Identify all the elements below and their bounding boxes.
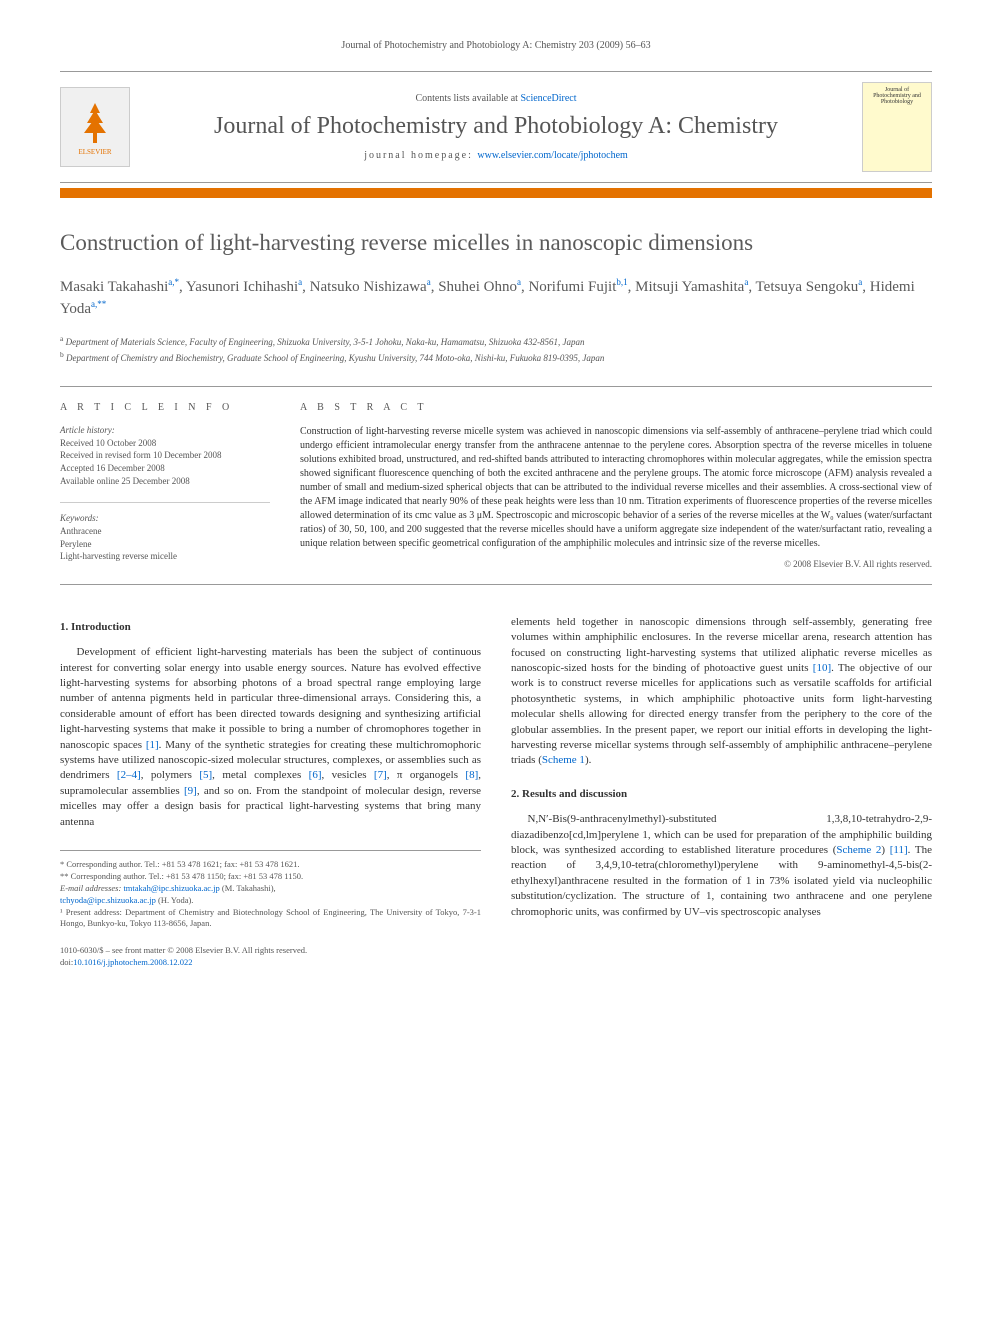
front-matter: 1010-6030/$ – see front matter © 2008 El… [60, 945, 481, 957]
authors-list: Masaki Takahashia,*, Yasunori Ichihashia… [60, 276, 932, 321]
ref-link-1[interactable]: [1] [146, 739, 159, 751]
journal-cover-thumb: Journal of Photochemistry and Photobiolo… [862, 82, 932, 172]
homepage-link[interactable]: www.elsevier.com/locate/jphotochem [477, 150, 627, 161]
keywords-label: Keywords: [60, 513, 270, 523]
results-heading: 2. Results and discussion [511, 787, 932, 802]
header-citation: Journal of Photochemistry and Photobiolo… [60, 40, 932, 51]
keywords-block: Keywords: AnthracenePeryleneLight-harves… [60, 502, 270, 563]
journal-header-box: ELSEVIER Contents lists available at Sci… [60, 71, 932, 183]
info-abstract-row: A R T I C L E I N F O Article history: R… [60, 386, 932, 585]
left-column: 1. Introduction Development of efficient… [60, 615, 481, 969]
right-column: elements held together in nanoscopic dim… [511, 615, 932, 969]
doi-line: doi:10.1016/j.jphotochem.2008.12.022 [60, 957, 481, 969]
ref-link-7[interactable]: [7] [374, 769, 387, 781]
history-list: Received 10 October 2008Received in revi… [60, 437, 270, 487]
scheme-link-1[interactable]: Scheme 1 [542, 754, 585, 766]
orange-divider-bar [60, 188, 932, 198]
elsevier-logo: ELSEVIER [60, 87, 130, 167]
present-address: ¹ Present address: Department of Chemist… [60, 907, 481, 931]
keyword-item: Perylene [60, 538, 270, 551]
affiliations: a Department of Materials Science, Facul… [60, 333, 932, 366]
footnotes: * Corresponding author. Tel.: +81 53 478… [60, 850, 481, 930]
ref-link-10[interactable]: [10] [813, 662, 831, 674]
article-title: Construction of light-harvesting reverse… [60, 228, 932, 258]
ref-link-11[interactable]: [11] [890, 844, 908, 856]
doi-link[interactable]: 10.1016/j.jphotochem.2008.12.022 [73, 957, 192, 967]
email-link-2[interactable]: tchyoda@ipc.shizuoka.ac.jp [60, 895, 156, 905]
keywords-list: AnthracenePeryleneLight-harvesting rever… [60, 525, 270, 563]
keyword-item: Light-harvesting reverse micelle [60, 550, 270, 563]
doi-block: 1010-6030/$ – see front matter © 2008 El… [60, 945, 481, 969]
ref-link-9[interactable]: [9] [184, 785, 197, 797]
email-link-1[interactable]: tmtakah@ipc.shizuoka.ac.jp [123, 883, 219, 893]
elsevier-label: ELSEVIER [78, 148, 111, 156]
ref-link-5[interactable]: [5] [199, 769, 212, 781]
affiliation-item: a Department of Materials Science, Facul… [60, 333, 932, 350]
corresponding-1: * Corresponding author. Tel.: +81 53 478… [60, 859, 481, 871]
abstract-col: A B S T R A C T Construction of light-ha… [300, 402, 932, 569]
ref-link-2-4[interactable]: [2–4] [117, 769, 141, 781]
affiliation-item: b Department of Chemistry and Biochemist… [60, 349, 932, 366]
sciencedirect-link[interactable]: ScienceDirect [520, 93, 576, 104]
history-item: Received in revised form 10 December 200… [60, 449, 270, 462]
body-columns: 1. Introduction Development of efficient… [60, 615, 932, 969]
ref-link-6[interactable]: [6] [309, 769, 322, 781]
journal-title: Journal of Photochemistry and Photobiolo… [130, 112, 862, 141]
email-line: E-mail addresses: tmtakah@ipc.shizuoka.a… [60, 883, 481, 895]
corresponding-2: ** Corresponding author. Tel.: +81 53 47… [60, 871, 481, 883]
intro-paragraph-2: elements held together in nanoscopic dim… [511, 615, 932, 769]
abstract-heading: A B S T R A C T [300, 402, 932, 413]
intro-paragraph-1: Development of efficient light-harvestin… [60, 645, 481, 830]
history-item: Available online 25 December 2008 [60, 475, 270, 488]
intro-heading: 1. Introduction [60, 620, 481, 635]
elsevier-tree-icon [70, 98, 120, 148]
article-info-col: A R T I C L E I N F O Article history: R… [60, 402, 270, 569]
history-label: Article history: [60, 425, 270, 435]
journal-center: Contents lists available at ScienceDirec… [130, 93, 862, 162]
article-info-heading: A R T I C L E I N F O [60, 402, 270, 413]
abstract-copyright: © 2008 Elsevier B.V. All rights reserved… [300, 559, 932, 569]
history-item: Accepted 16 December 2008 [60, 462, 270, 475]
contents-available: Contents lists available at ScienceDirec… [130, 93, 862, 104]
history-item: Received 10 October 2008 [60, 437, 270, 450]
keyword-item: Anthracene [60, 525, 270, 538]
ref-link-8[interactable]: [8] [465, 769, 478, 781]
results-paragraph-1: N,N′-Bis(9-anthracenylmethyl)-substitute… [511, 812, 932, 920]
abstract-text: Construction of light-harvesting reverse… [300, 425, 932, 551]
email-line-2: tchyoda@ipc.shizuoka.ac.jp (H. Yoda). [60, 895, 481, 907]
journal-homepage: journal homepage: www.elsevier.com/locat… [130, 150, 862, 161]
scheme-link-2[interactable]: Scheme 2 [836, 844, 881, 856]
